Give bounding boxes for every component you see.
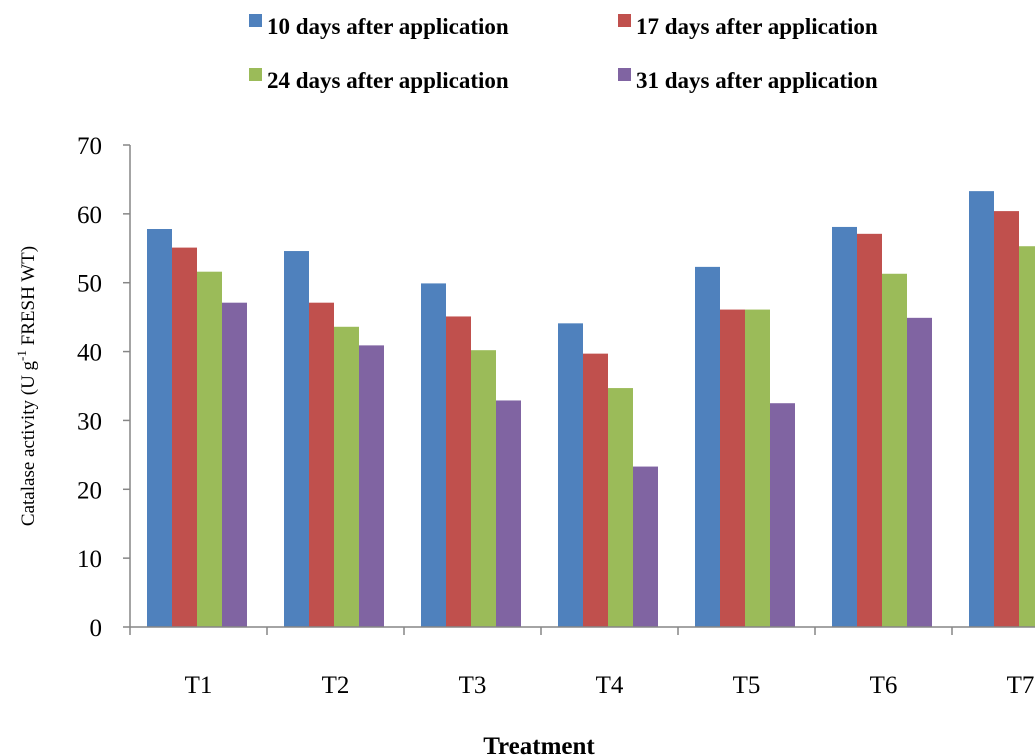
bar-t4-series-2 bbox=[583, 353, 608, 627]
bar-t1-series-4 bbox=[222, 302, 247, 627]
legend-label-1: 10 days after application bbox=[267, 14, 509, 39]
y-tick-label-4: 40 bbox=[77, 340, 102, 367]
bar-t6-series-4 bbox=[907, 317, 932, 627]
bar-t1-series-1 bbox=[147, 229, 172, 627]
y-axis-title-tail: FRESH WT) bbox=[18, 246, 39, 350]
bar-t3-series-1 bbox=[421, 283, 446, 627]
category-label-t1: T1 bbox=[185, 672, 213, 699]
bar-t5-series-4 bbox=[770, 403, 795, 627]
bar-t1-series-3 bbox=[197, 271, 222, 627]
legend-item-1: 10 days after application bbox=[249, 14, 509, 39]
bar-t7-series-1 bbox=[969, 191, 994, 628]
y-tick-label-1: 10 bbox=[77, 546, 102, 573]
bar-t7-series-3 bbox=[1019, 246, 1035, 627]
legend-label-4: 31 days after application bbox=[636, 68, 878, 93]
y-axis-title-sup: -1 bbox=[14, 350, 29, 361]
bar-t5-series-1 bbox=[695, 266, 720, 627]
y-tick-label-6: 60 bbox=[77, 202, 102, 229]
y-axis-title-main: Catalase activity (U g bbox=[18, 360, 39, 526]
x-axis-ticks bbox=[129, 627, 953, 635]
legend-item-2: 17 days after application bbox=[618, 14, 878, 39]
bar-t2-series-3 bbox=[334, 326, 359, 627]
legend-label-3: 24 days after application bbox=[267, 68, 509, 93]
category-label-t2: T2 bbox=[322, 672, 350, 699]
bar-t7-series-2 bbox=[994, 211, 1019, 628]
y-tick-label-3: 30 bbox=[77, 408, 102, 435]
category-label-t6: T6 bbox=[870, 672, 898, 699]
bar-t2-series-4 bbox=[359, 345, 384, 627]
legend-item-4: 31 days after application bbox=[618, 68, 878, 93]
bar-t6-series-1 bbox=[832, 226, 857, 627]
y-axis-title: Catalase activity (U g-1 FRESH WT) bbox=[14, 246, 39, 526]
y-tick-label-2: 20 bbox=[77, 477, 102, 504]
bar-t1-series-2 bbox=[172, 247, 197, 627]
legend-swatch-3 bbox=[249, 68, 262, 81]
legend-label-2: 17 days after application bbox=[636, 14, 878, 39]
bar-t6-series-2 bbox=[857, 233, 882, 627]
bar-t4-series-3 bbox=[608, 388, 633, 627]
legend-item-3: 24 days after application bbox=[249, 68, 509, 93]
category-label-t4: T4 bbox=[596, 672, 624, 699]
x-axis-title: Treatment bbox=[483, 733, 595, 755]
y-tick-label-7: 70 bbox=[77, 133, 102, 160]
bars bbox=[147, 191, 1035, 628]
y-axis-tick-labels: 0 10 20 30 40 50 60 70 bbox=[77, 133, 102, 642]
bar-t2-series-1 bbox=[284, 251, 309, 628]
category-label-t7: T7 bbox=[1007, 672, 1035, 699]
bar-t5-series-3 bbox=[745, 309, 770, 627]
y-tick-label-5: 50 bbox=[77, 271, 102, 298]
category-label-t5: T5 bbox=[733, 672, 761, 699]
y-tick-label-0: 0 bbox=[90, 615, 103, 642]
bar-t4-series-4 bbox=[633, 466, 658, 627]
bar-t3-series-4 bbox=[496, 400, 521, 627]
bar-t2-series-2 bbox=[309, 302, 334, 627]
bar-t3-series-2 bbox=[446, 316, 471, 627]
legend-swatch-1 bbox=[249, 14, 262, 27]
legend-swatch-2 bbox=[618, 14, 631, 27]
category-label-t3: T3 bbox=[459, 672, 487, 699]
legend: 10 days after application 17 days after … bbox=[249, 14, 878, 93]
legend-swatch-4 bbox=[618, 68, 631, 81]
bar-t5-series-2 bbox=[720, 309, 745, 627]
bar-t6-series-3 bbox=[882, 273, 907, 627]
bar-t3-series-3 bbox=[471, 350, 496, 627]
bar-t4-series-1 bbox=[558, 323, 583, 627]
y-axis-ticks bbox=[123, 144, 130, 628]
x-axis-category-labels: T1 T2 T3 T4 T5 T6 T7 bbox=[185, 672, 1035, 699]
